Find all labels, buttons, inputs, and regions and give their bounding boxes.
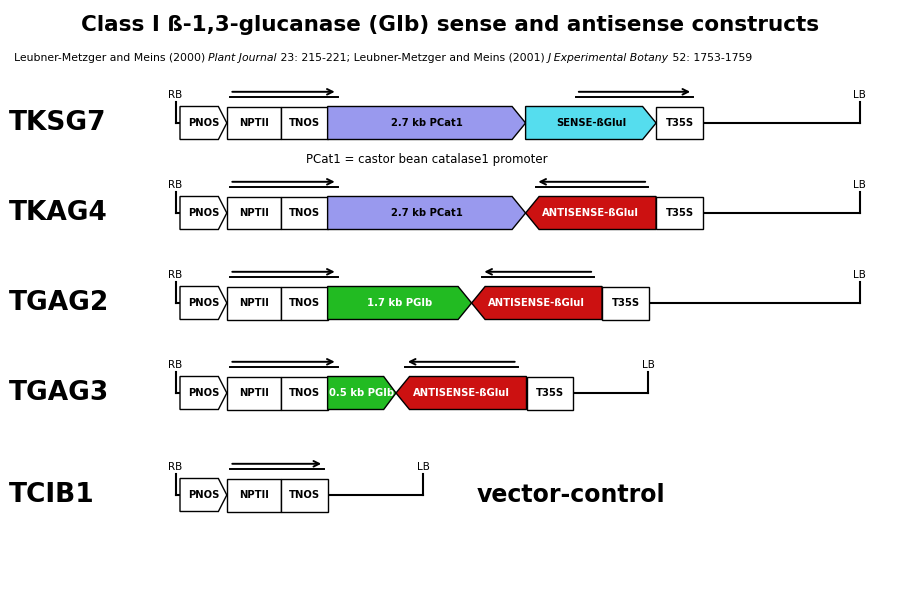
Text: 2.7 kb PCat1: 2.7 kb PCat1 [391, 118, 463, 128]
Text: PNOS: PNOS [188, 298, 219, 308]
Polygon shape [656, 107, 703, 139]
Text: NPTII: NPTII [238, 298, 269, 308]
Text: RB: RB [168, 462, 183, 472]
Text: LB: LB [853, 180, 866, 190]
Text: NPTII: NPTII [238, 490, 269, 500]
Polygon shape [328, 377, 396, 410]
Text: 52: 1753-1759: 52: 1753-1759 [669, 53, 752, 63]
Polygon shape [396, 377, 526, 410]
Text: PNOS: PNOS [188, 118, 219, 128]
Text: LB: LB [853, 270, 866, 280]
Text: TCIB1: TCIB1 [9, 482, 94, 508]
Text: 0.5 kb PGIb: 0.5 kb PGIb [329, 388, 394, 398]
Polygon shape [328, 107, 526, 139]
Polygon shape [526, 377, 573, 410]
Polygon shape [281, 107, 328, 139]
Text: TGAG3: TGAG3 [9, 380, 109, 406]
Text: PNOS: PNOS [188, 208, 219, 218]
Text: TNOS: TNOS [289, 388, 320, 398]
Polygon shape [472, 286, 602, 319]
Text: RB: RB [168, 360, 183, 370]
Polygon shape [227, 196, 281, 229]
Polygon shape [227, 479, 281, 511]
Text: ANTISENSE-ßGlul: ANTISENSE-ßGlul [543, 208, 639, 218]
Text: LB: LB [853, 90, 866, 100]
Polygon shape [281, 286, 328, 319]
Polygon shape [180, 377, 227, 410]
Polygon shape [227, 107, 281, 139]
Text: TNOS: TNOS [289, 118, 320, 128]
Text: 2.7 kb PCat1: 2.7 kb PCat1 [391, 208, 463, 218]
Text: Plant Journal: Plant Journal [208, 53, 277, 63]
Text: Class I ß-1,3-glucanase (GIb) sense and antisense constructs: Class I ß-1,3-glucanase (GIb) sense and … [81, 15, 819, 35]
Text: NPTII: NPTII [238, 118, 269, 128]
Polygon shape [180, 196, 227, 229]
Text: vector-control: vector-control [477, 483, 666, 507]
Text: T35S: T35S [611, 298, 640, 308]
Text: PCat1 = castor bean catalase1 promoter: PCat1 = castor bean catalase1 promoter [306, 153, 547, 166]
Polygon shape [180, 286, 227, 319]
Text: T35S: T35S [536, 388, 564, 398]
Text: T35S: T35S [665, 208, 694, 218]
Text: TNOS: TNOS [289, 490, 320, 500]
Polygon shape [281, 479, 328, 511]
Polygon shape [180, 107, 227, 139]
Text: ANTISENSE-ßGlul: ANTISENSE-ßGlul [489, 298, 585, 308]
Polygon shape [227, 377, 281, 410]
Polygon shape [328, 196, 526, 229]
Text: NPTII: NPTII [238, 388, 269, 398]
Text: TKSG7: TKSG7 [9, 110, 106, 136]
Polygon shape [602, 286, 649, 319]
Text: TNOS: TNOS [289, 208, 320, 218]
Text: NPTII: NPTII [238, 208, 269, 218]
Text: SENSE-ßGlul: SENSE-ßGlul [556, 118, 626, 128]
Text: J Experimental Botany: J Experimental Botany [548, 53, 669, 63]
Polygon shape [328, 286, 472, 319]
Polygon shape [180, 479, 227, 511]
Polygon shape [281, 196, 328, 229]
Text: Leubner-Metzger and Meins (2000): Leubner-Metzger and Meins (2000) [14, 53, 208, 63]
Text: RB: RB [168, 90, 183, 100]
Polygon shape [526, 196, 656, 229]
Polygon shape [656, 196, 703, 229]
Text: RB: RB [168, 180, 183, 190]
Polygon shape [227, 286, 281, 319]
Text: T35S: T35S [665, 118, 694, 128]
Text: TKAG4: TKAG4 [9, 200, 108, 226]
Text: LB: LB [642, 360, 654, 370]
Text: ANTISENSE-ßGlul: ANTISENSE-ßGlul [413, 388, 509, 398]
Text: PNOS: PNOS [188, 490, 219, 500]
Text: 1.7 kb PGIb: 1.7 kb PGIb [367, 298, 432, 308]
Text: TGAG2: TGAG2 [9, 290, 109, 316]
Text: TNOS: TNOS [289, 298, 320, 308]
Text: 23: 215-221; Leubner-Metzger and Meins (2001): 23: 215-221; Leubner-Metzger and Meins (… [277, 53, 548, 63]
Polygon shape [526, 107, 656, 139]
Text: PNOS: PNOS [188, 388, 219, 398]
Polygon shape [281, 377, 328, 410]
Text: RB: RB [168, 270, 183, 280]
Text: LB: LB [417, 462, 429, 472]
